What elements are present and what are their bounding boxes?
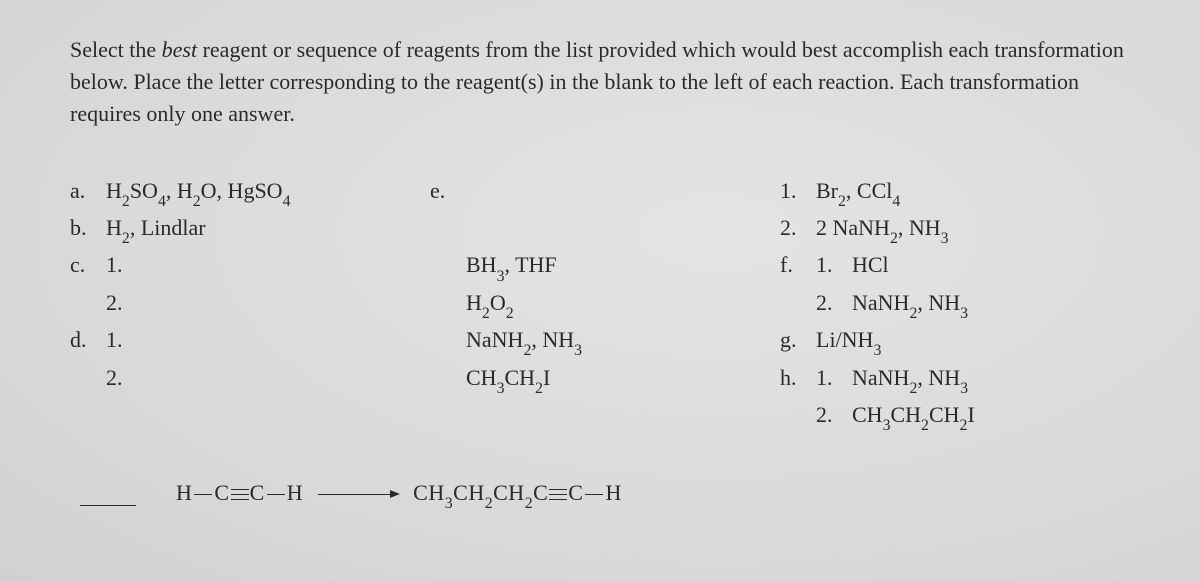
text-c1: 1.: [106, 246, 430, 283]
item-f: f. 1. HCl: [780, 246, 1110, 283]
text-hcl: HCl: [852, 246, 1110, 283]
col2-line4: CH3CH2I: [430, 359, 780, 396]
item-c-sub: 2.: [70, 284, 430, 321]
col2-line2: H2O2: [430, 284, 780, 321]
text-c2: 2.: [106, 284, 430, 321]
label-b: b.: [70, 209, 106, 246]
label-d: d.: [70, 321, 106, 358]
item-d-sub: 2.: [70, 359, 430, 396]
item-2: 2. 2 NaNH2, NH3: [780, 209, 1110, 246]
label-g: g.: [780, 321, 816, 358]
label-h: h.: [780, 359, 816, 396]
spacer-row: [430, 209, 780, 246]
item-c: c. 1.: [70, 246, 430, 283]
text-f-nanh2: NaNH2, NH3: [852, 284, 1110, 321]
text-bh3: BH3, THF: [466, 246, 780, 283]
text-h-nanh2: NaNH2, NH3: [852, 359, 1110, 396]
reagent-column-2: e. BH3, THF H2O2 NaNH2, NH3 CH3CH2I: [430, 172, 780, 434]
item-h: h. 1. NaNH2, NH3: [780, 359, 1110, 396]
text-nanh2: NaNH2, NH3: [466, 321, 780, 358]
label-h1: 1.: [816, 359, 852, 396]
item-a: a. H2SO4, H2O, HgSO4: [70, 172, 430, 209]
label-1: 1.: [780, 172, 816, 209]
answer-blank[interactable]: [80, 485, 136, 506]
col2-line3: NaNH2, NH3: [430, 321, 780, 358]
item-e: e.: [430, 172, 780, 209]
label-c: c.: [70, 246, 106, 283]
text-ch3ch2i: CH3CH2I: [466, 359, 780, 396]
product-formula: CH3CH2CH2CCH: [413, 480, 622, 506]
reaction-row: HCCH CH3CH2CH2CCH: [70, 479, 1138, 506]
reaction-arrow-icon: [303, 480, 413, 506]
reactant-formula: HCCH: [176, 480, 303, 506]
text-br2: Br2, CCl4: [816, 172, 1110, 209]
col2-line1: BH3, THF: [430, 246, 780, 283]
item-d: d. 1.: [70, 321, 430, 358]
text-d2: 2.: [106, 359, 430, 396]
instructions-text: Select the best reagent or sequence of r…: [70, 34, 1138, 130]
text-h2o2: H2O2: [466, 284, 780, 321]
reagent-column-1: a. H2SO4, H2O, HgSO4 b. H2, Lindlar c. 1…: [70, 172, 430, 434]
item-b: b. H2, Lindlar: [70, 209, 430, 246]
worksheet-page: Select the best reagent or sequence of r…: [0, 0, 1200, 582]
label-a: a.: [70, 172, 106, 209]
reagent-columns: a. H2SO4, H2O, HgSO4 b. H2, Lindlar c. 1…: [70, 172, 1138, 434]
label-f1: 1.: [816, 246, 852, 283]
text-linh3: Li/NH3: [816, 321, 1110, 358]
text-d1: 1.: [106, 321, 430, 358]
text-a: H2SO4, H2O, HgSO4: [106, 172, 430, 209]
item-g: g. Li/NH3: [780, 321, 1110, 358]
text-2nanh2: 2 NaNH2, NH3: [816, 209, 1110, 246]
item-h-sub: 2. CH3CH2CH2I: [780, 396, 1110, 433]
label-f: f.: [780, 246, 816, 283]
label-f2: 2.: [816, 284, 852, 321]
label-h2: 2.: [816, 396, 852, 433]
label-2: 2.: [780, 209, 816, 246]
item-1: 1. Br2, CCl4: [780, 172, 1110, 209]
label-e: e.: [430, 172, 466, 209]
reagent-column-3: 1. Br2, CCl4 2. 2 NaNH2, NH3 f. 1. HCl 2…: [780, 172, 1110, 434]
text-ch3ch2ch2i: CH3CH2CH2I: [852, 396, 1110, 433]
text-b: H2, Lindlar: [106, 209, 430, 246]
item-f-sub: 2. NaNH2, NH3: [780, 284, 1110, 321]
